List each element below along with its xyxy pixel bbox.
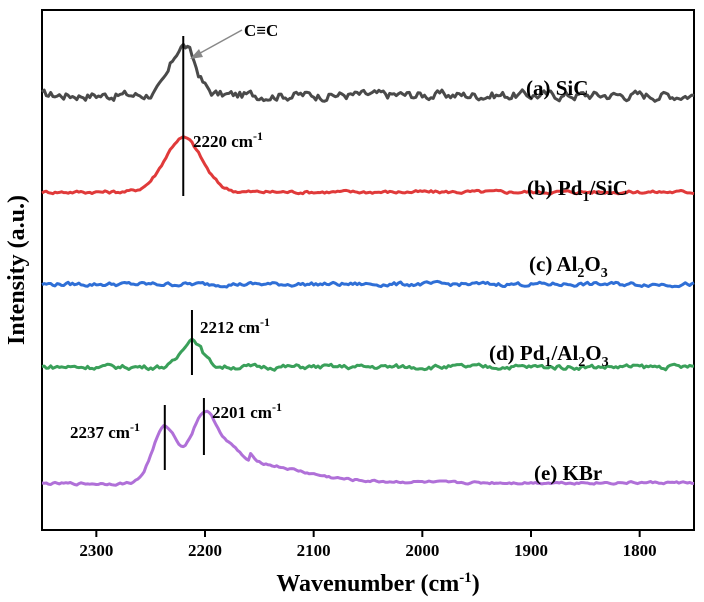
series-label-3: (c) Al2O3 <box>529 252 608 281</box>
series-labels: (a) SiC (b) Pd1/SiC (c) Al2O3 (d) Pd1/Al2O3… <box>489 76 628 485</box>
series-label-2: (b) Pd1/SiC <box>527 176 628 205</box>
series-label-4: (d) Pd1/Al2O3 <box>489 341 609 370</box>
series-label-5: (e) KBr <box>534 461 602 485</box>
annotation-1: C≡C <box>244 21 278 40</box>
annotation-4: 2237 cm-1 <box>70 420 140 442</box>
series-label-1: (a) SiC <box>526 76 588 100</box>
x-axis-title: Wavenumber (cm-1) <box>276 570 479 597</box>
series-line-3 <box>41 279 695 289</box>
peak-markers: C≡C 2220 cm-1 2212 cm-1 2237 cm-1 2201 cm-1 <box>70 21 282 470</box>
series-line-4 <box>41 337 694 372</box>
x-tick-label: 2100 <box>297 541 331 560</box>
y-axis-title: Intensity (a.u.) <box>4 195 30 345</box>
arrow-shaft <box>192 29 243 58</box>
x-tick-label: 2000 <box>405 541 439 560</box>
x-tick-label: 1800 <box>623 541 657 560</box>
series-line-5 <box>41 409 695 487</box>
annotation-3: 2212 cm-1 <box>200 315 270 337</box>
x-tick-label: 2200 <box>188 541 222 560</box>
plot-frame <box>41 9 695 531</box>
annotation-2: 2220 cm-1 <box>193 129 263 151</box>
x-tick-label: 2300 <box>79 541 113 560</box>
spectra-traces <box>41 42 695 487</box>
x-tick-label: 1900 <box>514 541 548 560</box>
x-axis-ticks: 2300 2200 2100 2000 1900 1800 <box>79 530 657 560</box>
annotation-5: 2201 cm-1 <box>212 400 282 422</box>
series-line-1 <box>41 42 695 103</box>
arrow-head <box>190 49 203 59</box>
series-line-2 <box>41 135 695 196</box>
